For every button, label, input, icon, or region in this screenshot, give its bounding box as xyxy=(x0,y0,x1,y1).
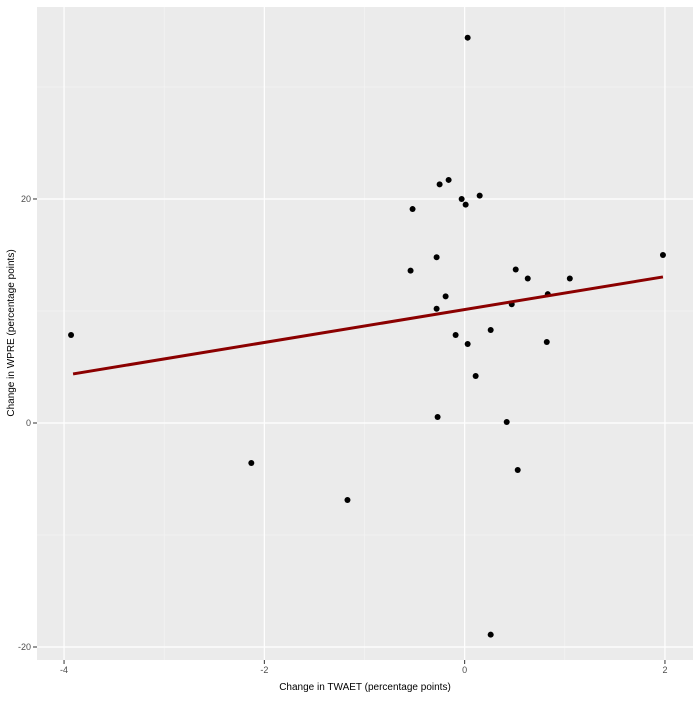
x-axis-label: Change in TWAET (percentage points) xyxy=(279,682,451,693)
fit-line xyxy=(72,275,664,376)
y-axis-label: Change in WPRE (percentage points) xyxy=(6,249,17,416)
point xyxy=(514,467,521,474)
point xyxy=(407,267,414,274)
point xyxy=(462,201,469,208)
point xyxy=(445,176,452,183)
y-tick-label: 0 xyxy=(26,418,31,428)
point xyxy=(512,266,519,273)
point xyxy=(248,459,255,466)
point xyxy=(472,372,479,379)
point xyxy=(434,413,441,420)
point xyxy=(487,631,494,638)
point xyxy=(68,331,75,338)
point xyxy=(442,293,449,300)
x-tick-label: 2 xyxy=(662,665,667,675)
point xyxy=(344,497,351,504)
point xyxy=(464,341,471,348)
point xyxy=(433,305,440,312)
point xyxy=(464,34,471,41)
point xyxy=(543,339,550,346)
x-tick-label: -2 xyxy=(260,665,268,675)
point xyxy=(409,206,416,213)
point xyxy=(503,418,510,425)
point xyxy=(433,254,440,261)
x-tick-label: -4 xyxy=(60,665,68,675)
panel xyxy=(37,7,693,660)
point xyxy=(476,192,483,199)
point xyxy=(458,195,465,202)
point xyxy=(566,275,573,282)
point xyxy=(659,251,666,258)
point xyxy=(452,331,459,338)
y-tick-label: 20 xyxy=(21,194,31,204)
y-tick-label: -20 xyxy=(18,642,31,652)
point xyxy=(436,181,443,188)
point xyxy=(524,275,531,282)
x-tick-label: 0 xyxy=(462,665,467,675)
point xyxy=(487,327,494,334)
